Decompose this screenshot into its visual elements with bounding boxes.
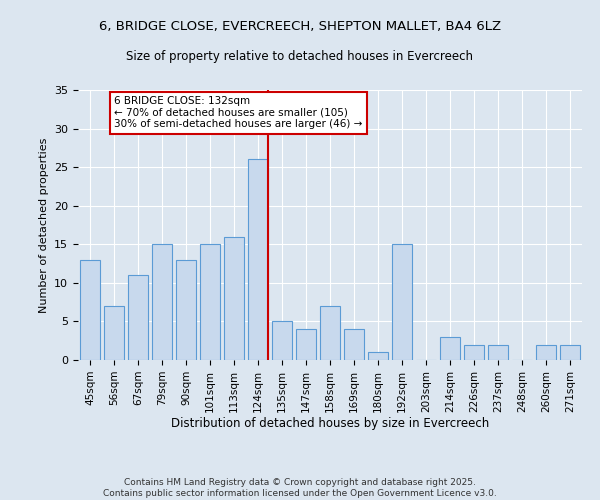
Bar	[560, 344, 580, 360]
X-axis label: Distribution of detached houses by size in Evercreech: Distribution of detached houses by size …	[171, 418, 489, 430]
Bar	[344, 329, 364, 360]
Bar	[80, 260, 100, 360]
Bar	[152, 244, 172, 360]
Text: 6 BRIDGE CLOSE: 132sqm
← 70% of detached houses are smaller (105)
30% of semi-de: 6 BRIDGE CLOSE: 132sqm ← 70% of detached…	[114, 96, 362, 130]
Text: Contains HM Land Registry data © Crown copyright and database right 2025.
Contai: Contains HM Land Registry data © Crown c…	[103, 478, 497, 498]
Bar	[128, 275, 148, 360]
Text: Size of property relative to detached houses in Evercreech: Size of property relative to detached ho…	[127, 50, 473, 63]
Bar	[392, 244, 412, 360]
Bar	[440, 337, 460, 360]
Bar	[272, 322, 292, 360]
Bar	[464, 344, 484, 360]
Bar	[248, 160, 268, 360]
Bar	[200, 244, 220, 360]
Bar	[296, 329, 316, 360]
Bar	[104, 306, 124, 360]
Bar	[536, 344, 556, 360]
Bar	[176, 260, 196, 360]
Text: 6, BRIDGE CLOSE, EVERCREECH, SHEPTON MALLET, BA4 6LZ: 6, BRIDGE CLOSE, EVERCREECH, SHEPTON MAL…	[99, 20, 501, 33]
Y-axis label: Number of detached properties: Number of detached properties	[38, 138, 49, 312]
Bar	[488, 344, 508, 360]
Bar	[224, 236, 244, 360]
Bar	[368, 352, 388, 360]
Bar	[320, 306, 340, 360]
